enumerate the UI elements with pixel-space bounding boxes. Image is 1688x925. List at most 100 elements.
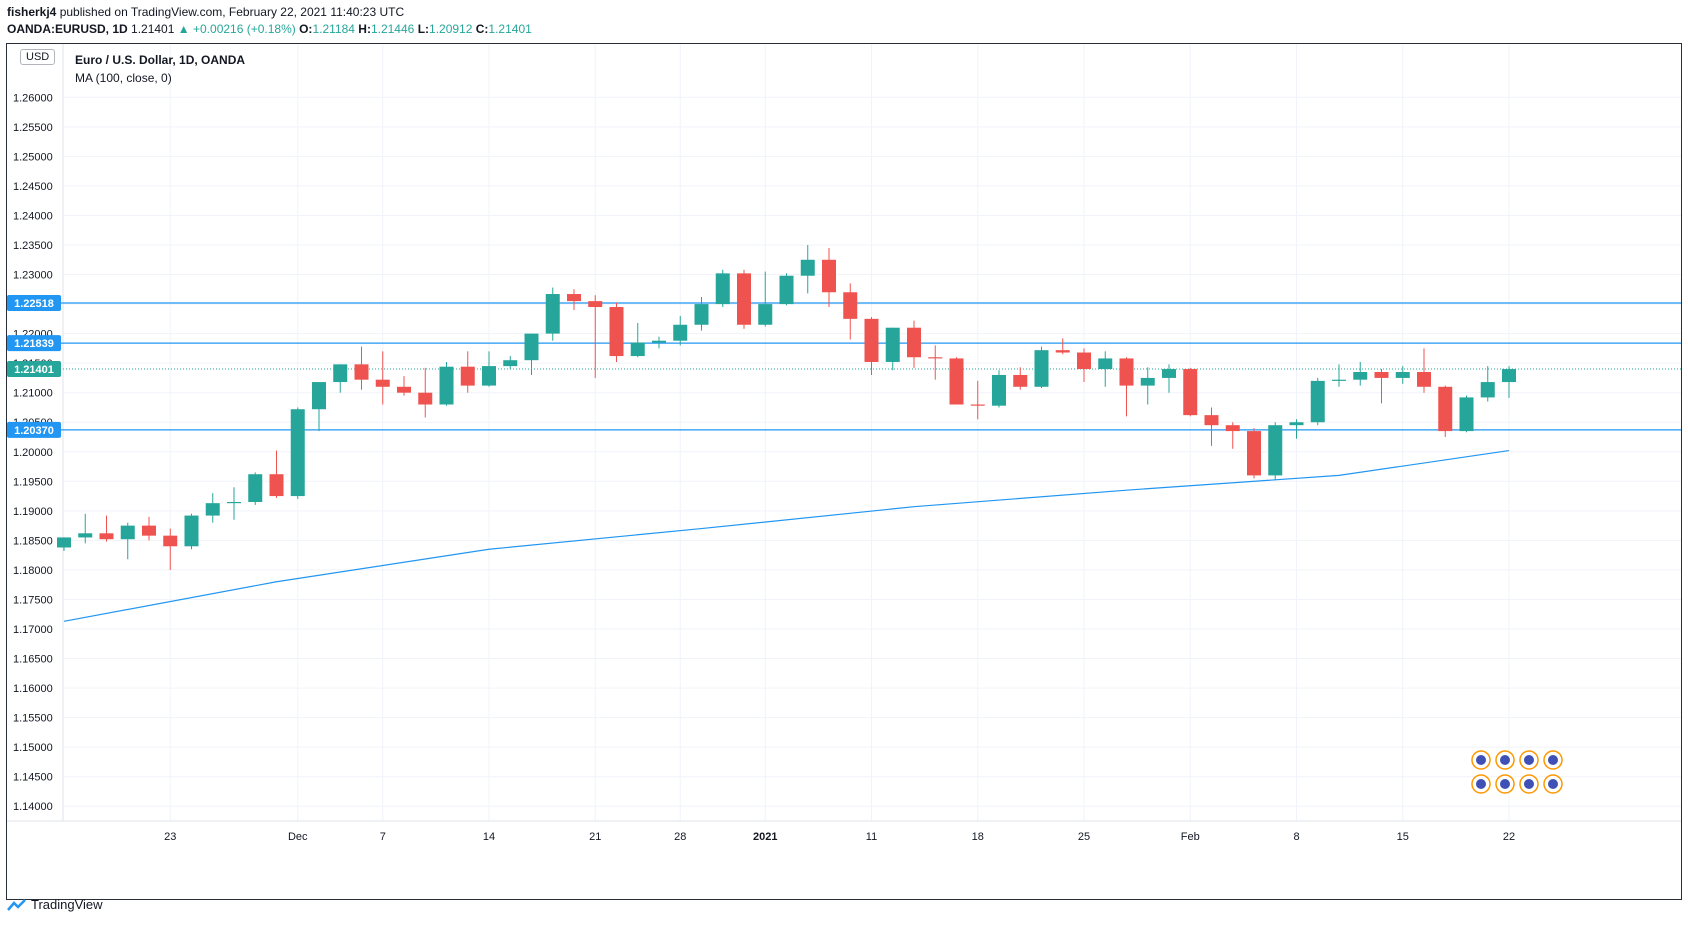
x-tick-label: 2021: [753, 831, 777, 843]
indicator-legend[interactable]: MA (100, close, 0): [75, 71, 172, 85]
candle-body: [715, 273, 730, 305]
event-flag-icon: [1524, 755, 1534, 765]
y-tick-label: 1.17500: [13, 594, 53, 606]
last-price: 1.21401: [131, 22, 175, 36]
author-name[interactable]: fisherkj4: [7, 5, 57, 19]
candle-body: [1162, 369, 1176, 378]
candle-body: [1077, 352, 1091, 370]
candle-body: [822, 259, 836, 293]
price-tag-bg: [7, 335, 61, 352]
candle-body: [163, 535, 178, 547]
candle-body: [1395, 372, 1410, 378]
up-arrow-icon: ▲: [177, 22, 190, 36]
x-tick-label: 18: [972, 831, 984, 843]
chart-title: Euro / U.S. Dollar, 1D, OANDA: [75, 53, 246, 67]
x-tick-label: 23: [164, 831, 176, 843]
published-text: published on TradingView.com, February 2…: [59, 5, 405, 19]
publish-info: fisherkj4 published on TradingView.com, …: [7, 5, 404, 19]
candle-body: [1310, 380, 1325, 423]
price-tag-bg: [7, 421, 61, 438]
event-flag-icon: [1476, 779, 1486, 789]
candle-body: [227, 501, 241, 504]
candle-body: [758, 304, 773, 325]
candle-body: [1247, 431, 1261, 476]
candle-body: [1140, 377, 1155, 386]
candle-body: [864, 318, 879, 362]
candle-body: [652, 340, 666, 343]
candle-body: [949, 358, 964, 405]
x-tick-label: 25: [1078, 831, 1090, 843]
event-flag-icon: [1500, 755, 1510, 765]
close-value: 1.21401: [488, 22, 532, 36]
y-tick-label: 1.16000: [13, 683, 53, 695]
candle-body: [269, 474, 284, 497]
candle-body: [1034, 350, 1049, 387]
currency-badge[interactable]: USD: [20, 49, 56, 65]
candle-body: [1183, 369, 1198, 416]
candle-body: [843, 292, 858, 319]
candle-body: [885, 327, 900, 362]
chart-area[interactable]: 1.26000 1.25500 1.25000 1.24500 1.24000 1.235…: [6, 43, 1682, 900]
candle-body: [673, 324, 688, 341]
price-change: +0.00216 (+0.18%): [193, 22, 296, 36]
candle-body: [779, 275, 794, 305]
event-flag-icon: [1548, 779, 1558, 789]
candle-body: [694, 304, 709, 325]
candle-body: [205, 503, 220, 516]
chart-canvas[interactable]: 1.26000 1.25500 1.25000 1.24500 1.24000 1.235…: [7, 44, 1682, 900]
ma-line: [63, 449, 1510, 622]
y-tick-label: 1.14500: [13, 772, 53, 784]
x-tick-label: Feb: [1181, 831, 1200, 843]
candle-body: [609, 307, 624, 357]
candle-body: [524, 333, 539, 361]
y-tick-label: 1.16500: [13, 654, 53, 666]
x-tick-label: 22: [1503, 831, 1515, 843]
candle-body: [1055, 350, 1070, 353]
candle-body: [800, 259, 815, 276]
footer-brand[interactable]: TradingView: [7, 897, 103, 912]
candle-body: [928, 357, 943, 359]
x-tick-label: 15: [1397, 831, 1409, 843]
candle-body: [1417, 372, 1431, 387]
candle-body: [1098, 358, 1113, 370]
x-tick-label: 21: [589, 831, 601, 843]
x-tick-label: 7: [380, 831, 386, 843]
candle-body: [397, 386, 411, 393]
candle-body: [630, 342, 645, 357]
y-tick-label: 1.17000: [13, 624, 53, 636]
y-tick-label: 1.24000: [13, 210, 53, 222]
ohlc-bar: OANDA:EURUSD, 1D 1.21401 ▲ +0.00216 (+0.…: [7, 22, 532, 36]
candle-body: [1502, 369, 1516, 383]
price-tag-bg: [7, 361, 61, 378]
footer-brand-text: TradingView: [31, 897, 103, 912]
y-tick-label: 1.18000: [13, 565, 53, 577]
candle-body: [99, 533, 114, 540]
x-tick-label: 28: [674, 831, 686, 843]
close-label: C:: [475, 22, 489, 36]
candle-body: [992, 374, 1006, 406]
candle-body: [312, 382, 326, 410]
candle-body: [1438, 386, 1453, 432]
candle-body: [460, 366, 475, 386]
candle-body: [482, 366, 496, 386]
candle-body: [588, 301, 603, 308]
tradingview-logo-icon: [7, 898, 26, 911]
y-tick-label: 1.24500: [13, 181, 53, 193]
low-value: 1.20912: [429, 22, 473, 36]
candle-body: [354, 364, 369, 380]
high-value: 1.21446: [370, 22, 415, 36]
price-tag-bg: [7, 295, 61, 312]
y-tick-label: 1.23000: [13, 270, 53, 282]
y-tick-label: 1.25000: [13, 151, 53, 163]
y-tick-label: 1.19000: [13, 506, 53, 518]
candle-body: [503, 360, 518, 367]
y-tick-label: 1.18500: [13, 535, 53, 547]
candle-body: [1268, 425, 1283, 476]
candle-body: [290, 409, 305, 497]
candle-body: [1332, 379, 1346, 381]
candle-body: [418, 392, 433, 405]
open-label: O:: [299, 22, 313, 36]
y-tick-label: 1.21000: [13, 388, 53, 400]
x-tick-label: 8: [1293, 831, 1299, 843]
event-flag-icon: [1476, 755, 1486, 765]
